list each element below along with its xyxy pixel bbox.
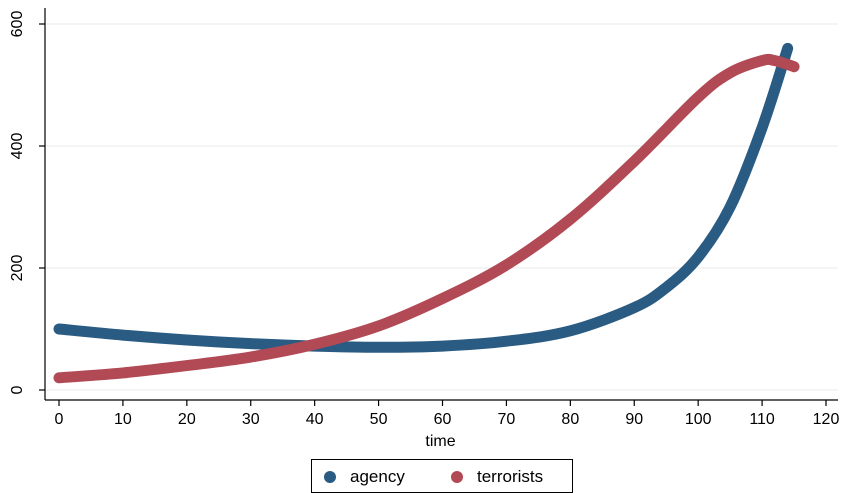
legend-marker-terrorists [451,471,463,483]
x-tick-label: 40 [306,411,324,428]
legend-marker-agency [324,471,336,483]
y-tick-label: 400 [9,133,26,160]
series-line-terrorists [53,53,800,384]
tick-labels: 0 10 20 30 40 50 60 70 80 90 100 110 120 0 200 400 600 [9,11,839,428]
legend-item-terrorists: terrorists [451,467,543,487]
y-tick-label: 600 [9,11,26,38]
legend-item-agency: agency [324,467,405,487]
x-tick-label: 90 [625,411,643,428]
x-tick-label: 70 [498,411,516,428]
x-tick-label: 10 [114,411,132,428]
x-tick-label: 120 [813,411,840,428]
y-tick-label: 200 [9,255,26,282]
x-tick-label: 50 [370,411,388,428]
legend-label-agency: agency [350,467,405,486]
series-line-agency [53,42,794,353]
series-layer [53,42,800,384]
legend-label-terrorists: terrorists [477,467,544,486]
y-tick-label: 0 [9,385,26,394]
legend: agency terrorists [311,459,573,493]
x-axis-title: time [425,433,455,450]
x-tick-label: 20 [178,411,196,428]
x-tick-label: 80 [561,411,579,428]
x-tick-label: 0 [55,411,64,428]
gridlines [45,23,838,391]
x-tick-label: 60 [434,411,452,428]
x-tick-label: 110 [749,411,775,428]
x-tick-label: 30 [242,411,260,428]
x-tick-label: 100 [685,411,712,428]
axes [39,8,838,406]
